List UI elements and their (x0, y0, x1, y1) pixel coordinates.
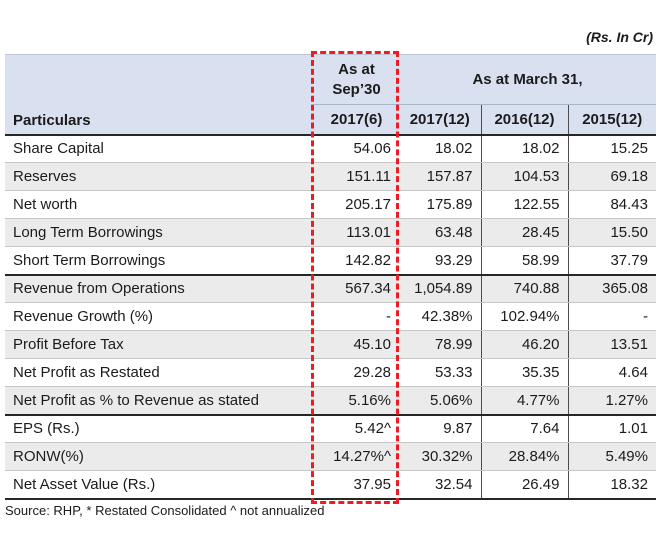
column-group-header-as-at-march-31: As at March 31, (399, 54, 656, 105)
cell-value: 7.64 (480, 414, 568, 443)
cell-value: 1.27% (567, 386, 656, 416)
table-row-short-term-borrowings: Short Term Borrowings 142.82 93.29 58.99… (5, 246, 656, 276)
row-label: Share Capital (5, 134, 314, 163)
cell-value: 104.53 (480, 162, 568, 191)
row-label: Net Profit as Restated (5, 358, 314, 387)
table-row-share-capital: Share Capital 54.06 18.02 18.02 15.25 (5, 134, 656, 163)
cell-value: 78.99 (399, 330, 481, 359)
cell-value: 9.87 (399, 414, 481, 443)
row-label: Revenue Growth (%) (5, 302, 314, 331)
header-sub-row: 2017(6) 2017(12) 2016(12) 2015(12) (5, 104, 656, 136)
unit-label: (Rs. In Cr) (586, 29, 653, 45)
cell-value: 740.88 (480, 274, 568, 303)
cell-value: 32.54 (399, 470, 481, 500)
cell-value: 15.25 (567, 134, 656, 163)
cell-value: 45.10 (314, 330, 399, 359)
cell-value: 5.49% (567, 442, 656, 471)
cell-value: - (314, 302, 399, 331)
table-row-net-worth: Net worth 205.17 175.89 122.55 84.43 (5, 190, 656, 219)
cell-value: 15.50 (567, 218, 656, 247)
financials-table: Particulars As at Sep’30 As at March 31,… (5, 54, 656, 500)
table-row-net-asset-value: Net Asset Value (Rs.) 37.95 32.54 26.49 … (5, 470, 656, 500)
column-header-2017-6: 2017(6) (314, 104, 399, 136)
table-header: Particulars As at Sep’30 As at March 31,… (5, 54, 656, 136)
cell-value: 1.01 (567, 414, 656, 443)
cell-value: 13.51 (567, 330, 656, 359)
cell-value: 151.11 (314, 162, 399, 191)
table-row-ronw: RONW(%) 14.27%^ 30.32% 28.84% 5.49% (5, 442, 656, 471)
cell-value: 5.06% (399, 386, 481, 416)
cell-value: 102.94% (480, 302, 568, 331)
table-row-net-profit-as-restated: Net Profit as Restated 29.28 53.33 35.35… (5, 358, 656, 387)
cell-value: 175.89 (399, 190, 481, 219)
table-row-reserves: Reserves 151.11 157.87 104.53 69.18 (5, 162, 656, 191)
cell-value: 567.34 (314, 274, 399, 303)
cell-value: 84.43 (567, 190, 656, 219)
cell-value: 205.17 (314, 190, 399, 219)
row-label: Net Profit as % to Revenue as stated (5, 386, 314, 416)
column-header-2015-12: 2015(12) (567, 104, 656, 136)
cell-value: 18.02 (399, 134, 481, 163)
cell-value: 14.27%^ (314, 442, 399, 471)
cell-value: 69.18 (567, 162, 656, 191)
cell-value: 1,054.89 (399, 274, 481, 303)
cell-value: 5.16% (314, 386, 399, 416)
column-header-2016-12: 2016(12) (480, 104, 568, 136)
table-row-revenue-from-operations: Revenue from Operations 567.34 1,054.89 … (5, 274, 656, 303)
cell-value: 26.49 (480, 470, 568, 500)
cell-value: 113.01 (314, 218, 399, 247)
row-label: Short Term Borrowings (5, 246, 314, 276)
cell-value: - (567, 302, 656, 331)
column-header-as-at-sep30: As at Sep’30 (314, 54, 399, 105)
table-row-eps: EPS (Rs.) 5.42^ 9.87 7.64 1.01 (5, 414, 656, 443)
cell-value: 53.33 (399, 358, 481, 387)
row-label: Net Asset Value (Rs.) (5, 470, 314, 500)
header-group-row: Particulars As at Sep’30 As at March 31, (5, 54, 656, 136)
table-row-profit-before-tax: Profit Before Tax 45.10 78.99 46.20 13.5… (5, 330, 656, 359)
row-label: Net worth (5, 190, 314, 219)
row-label: Profit Before Tax (5, 330, 314, 359)
cell-value: 35.35 (480, 358, 568, 387)
cell-value: 37.95 (314, 470, 399, 500)
cell-value: 63.48 (399, 218, 481, 247)
table-row-long-term-borrowings: Long Term Borrowings 113.01 63.48 28.45 … (5, 218, 656, 247)
cell-value: 4.77% (480, 386, 568, 416)
table-row-revenue-growth: Revenue Growth (%) - 42.38% 102.94% - (5, 302, 656, 331)
cell-value: 365.08 (567, 274, 656, 303)
cell-value: 18.32 (567, 470, 656, 500)
table-row-net-profit-pct-revenue: Net Profit as % to Revenue as stated 5.1… (5, 386, 656, 416)
cell-value: 29.28 (314, 358, 399, 387)
cell-value: 5.42^ (314, 414, 399, 443)
cell-value: 30.32% (399, 442, 481, 471)
cell-value: 46.20 (480, 330, 568, 359)
cell-value: 58.99 (480, 246, 568, 276)
cell-value: 122.55 (480, 190, 568, 219)
column-header-particulars: Particulars (5, 54, 314, 136)
table-body: Share Capital 54.06 18.02 18.02 15.25 Re… (5, 134, 656, 500)
row-label: Reserves (5, 162, 314, 191)
column-header-2017-12: 2017(12) (399, 104, 481, 136)
cell-value: 54.06 (314, 134, 399, 163)
cell-value: 28.84% (480, 442, 568, 471)
cell-value: 157.87 (399, 162, 481, 191)
cell-value: 28.45 (480, 218, 568, 247)
cell-value: 4.64 (567, 358, 656, 387)
row-label: RONW(%) (5, 442, 314, 471)
source-note: Source: RHP, * Restated Consolidated ^ n… (5, 503, 325, 518)
row-label: Revenue from Operations (5, 274, 314, 303)
cell-value: 37.79 (567, 246, 656, 276)
row-label: Long Term Borrowings (5, 218, 314, 247)
cell-value: 93.29 (399, 246, 481, 276)
cell-value: 18.02 (480, 134, 568, 163)
row-label: EPS (Rs.) (5, 414, 314, 443)
cell-value: 42.38% (399, 302, 481, 331)
cell-value: 142.82 (314, 246, 399, 276)
